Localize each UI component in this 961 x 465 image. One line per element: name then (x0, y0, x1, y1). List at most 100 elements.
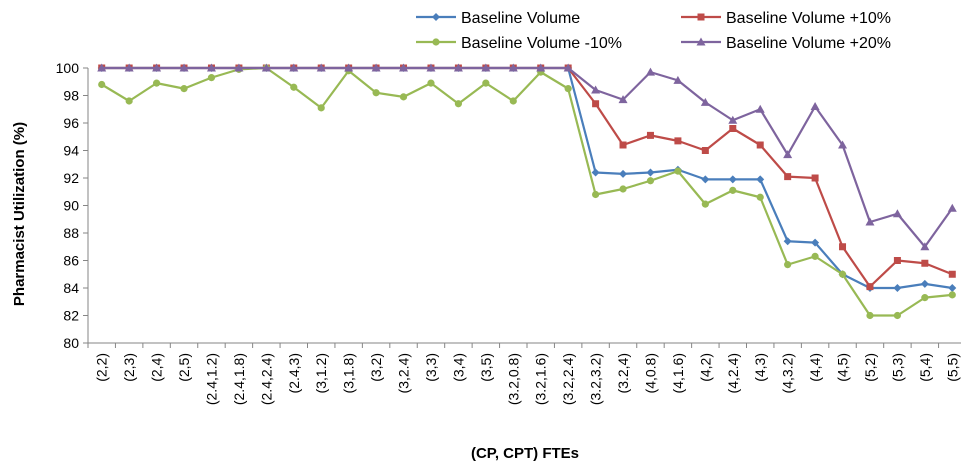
x-tick-label: (3,4) (450, 353, 466, 382)
y-tick-label: 86 (63, 253, 79, 269)
y-tick-label: 94 (63, 143, 79, 159)
data-point (866, 311, 874, 320)
series-2 (98, 64, 956, 320)
y-tick-label: 84 (63, 280, 79, 296)
data-point (756, 175, 765, 184)
data-point (371, 63, 381, 72)
x-tick-label: (2,3) (121, 353, 137, 382)
legend-item: Baseline Volume +10% (681, 10, 891, 27)
x-tick-label: (3.2,1.6) (533, 353, 549, 405)
data-point (729, 186, 737, 194)
data-point (811, 174, 819, 182)
data-point (838, 140, 848, 149)
data-point (317, 104, 325, 112)
data-point (728, 115, 738, 124)
data-point (289, 63, 299, 72)
data-point (755, 104, 765, 113)
series-line (101, 66, 953, 317)
data-point (426, 63, 436, 72)
data-point (756, 193, 764, 201)
x-tick-label: (3.2,2.4) (560, 353, 576, 405)
x-tick-label: (3.2,0.8) (505, 353, 521, 405)
data-point (207, 74, 216, 82)
data-point (619, 141, 627, 149)
data-point (784, 261, 792, 269)
data-point (701, 200, 709, 208)
data-point (948, 291, 956, 299)
legend-item: Baseline Volume (416, 10, 580, 27)
y-tick-label: 92 (63, 170, 79, 186)
data-point (536, 63, 546, 72)
data-point (564, 85, 572, 93)
x-tick-label: (4,3.2) (780, 353, 796, 393)
data-point (125, 97, 133, 105)
data-point (728, 175, 737, 184)
legend-item: Baseline Volume -10% (416, 35, 622, 52)
x-tick-label: (4,2) (697, 353, 713, 382)
data-point (645, 67, 655, 76)
data-point (646, 168, 655, 177)
legend: Baseline Volume Baseline Volume +10% Basel… (416, 10, 891, 52)
data-point (508, 63, 518, 72)
data-point (893, 311, 902, 320)
data-point (866, 283, 874, 291)
x-tick-label: (4,3) (752, 353, 768, 382)
x-tick-label: (5,5) (944, 353, 960, 382)
data-point (591, 190, 600, 199)
legend-label: Baseline Volume -10% (461, 35, 622, 52)
data-point (810, 102, 820, 110)
x-tick-label: (2.4,1.2) (203, 353, 219, 405)
data-point (893, 257, 901, 264)
x-tick-label: (4,1.6) (670, 353, 686, 393)
data-point (674, 137, 682, 145)
y-axis-title: Pharmacist Utilization (%) (11, 122, 28, 306)
x-tick-label: (3.2,3.2) (588, 353, 604, 405)
series-3 (97, 63, 957, 251)
series-line (101, 66, 954, 248)
data-point (453, 63, 463, 72)
data-point (921, 294, 929, 302)
x-tick-label: (2.4,1.8) (231, 353, 247, 405)
data-point (701, 175, 710, 184)
data-point (756, 141, 764, 149)
y-tick-label: 100 (56, 60, 80, 76)
x-tick-label: (4,2.4) (725, 353, 741, 393)
data-point (509, 97, 517, 105)
data-point (920, 242, 930, 251)
data-point (783, 237, 792, 246)
data-point (948, 270, 956, 278)
y-tick-label: 90 (63, 198, 79, 214)
data-point (261, 63, 271, 72)
data-point (673, 75, 683, 84)
data-point (700, 97, 710, 106)
x-tick-label: (3,1.2) (313, 353, 329, 393)
x-tick-label: (2.4,2.4) (258, 353, 274, 405)
data-point (892, 209, 902, 218)
legend-marker (432, 38, 440, 46)
data-point (618, 95, 628, 104)
legend-label: Baseline Volume +20% (726, 35, 891, 52)
data-point (98, 80, 106, 89)
x-tick-label: (2.4,3) (286, 353, 302, 393)
data-point (563, 63, 573, 72)
data-point (482, 79, 490, 87)
data-point (619, 185, 627, 193)
series-line (101, 66, 953, 290)
x-tick-label: (3,3) (423, 353, 439, 382)
series-layer (97, 63, 957, 320)
legend-marker (696, 37, 706, 46)
data-point (921, 259, 929, 267)
data-point (646, 177, 655, 185)
data-point (427, 79, 435, 87)
x-tick-label: (3,2) (368, 353, 384, 382)
data-point (399, 63, 409, 72)
legend-marker (432, 13, 440, 21)
x-tick-label: (3,1.8) (341, 353, 357, 393)
x-tick-label: (3,2.4) (396, 353, 412, 393)
data-point (839, 243, 847, 251)
data-point (372, 89, 380, 97)
y-tick-label: 98 (63, 88, 79, 104)
x-tick-label: (4,4) (807, 353, 823, 382)
y-tick-label: 96 (63, 115, 79, 131)
